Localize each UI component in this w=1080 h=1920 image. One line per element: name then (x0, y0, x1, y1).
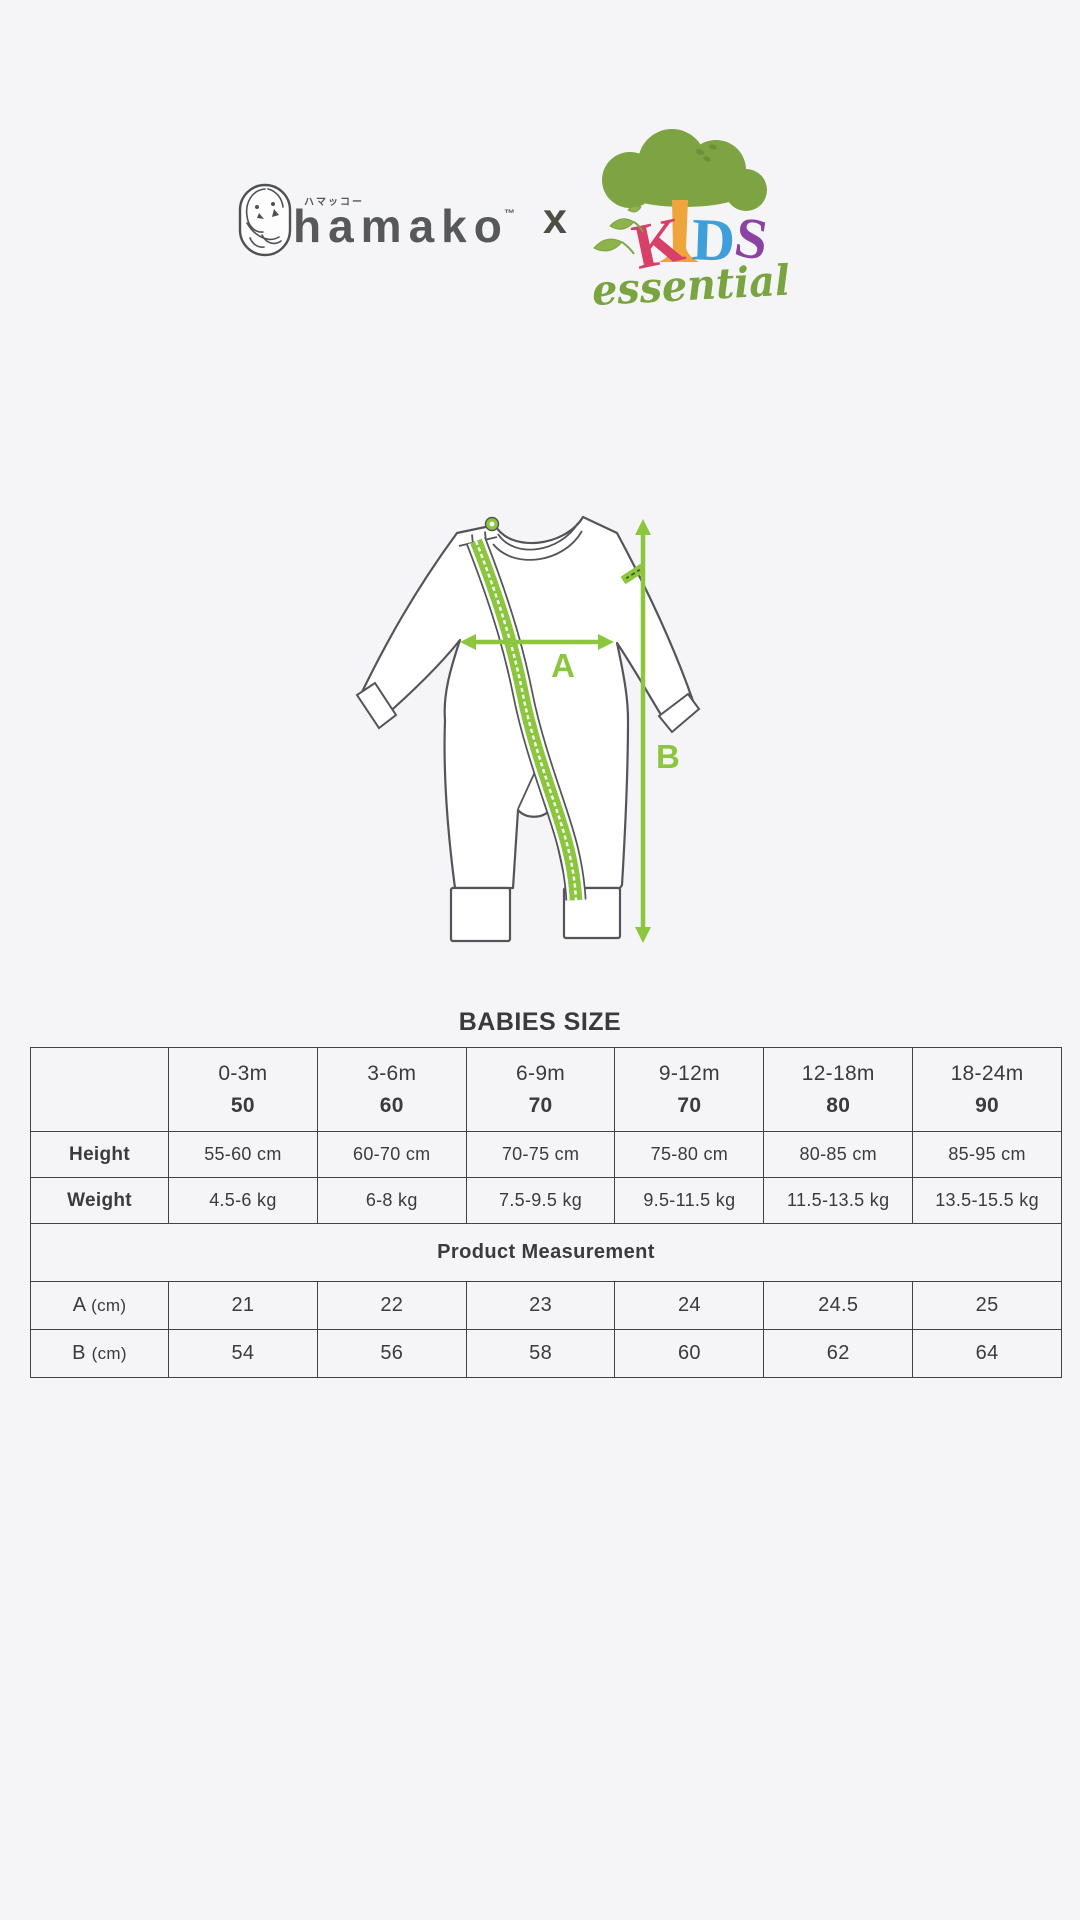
measurement-b-row: B (cm) 54 56 58 60 62 64 (30, 1329, 1062, 1378)
height-value: 80-85 cm (763, 1131, 914, 1178)
measurement-a-value: 25 (912, 1281, 1062, 1330)
measurement-a-value: 21 (168, 1281, 318, 1330)
measurement-a-row: A (cm) 21 22 23 24 24.5 25 (30, 1281, 1062, 1330)
left-leg-cuff (449, 886, 512, 943)
weight-row-label: Weight (30, 1177, 169, 1224)
product-measurement-row: Product Measurement (30, 1223, 1062, 1282)
hamako-trademark: ™ (504, 208, 515, 220)
measurement-b-value: 54 (168, 1329, 318, 1378)
measurement-b-value: 58 (465, 1329, 616, 1378)
height-value: 75-80 cm (614, 1131, 765, 1178)
measurement-b-value: 56 (316, 1329, 467, 1378)
empty-corner-cell (30, 1047, 169, 1132)
age-col-header: 3-6m 60 (316, 1047, 467, 1132)
measurement-b-value: 64 (912, 1329, 1062, 1378)
weight-value: 11.5-13.5 kg (763, 1177, 914, 1224)
age-col-header: 18-24m 90 (912, 1047, 1062, 1132)
width-arrow-a (460, 634, 614, 650)
hamako-katakana-label: ハマッコー (304, 197, 364, 208)
measurement-b-value: 60 (614, 1329, 765, 1378)
measurement-a-label: A (cm) (30, 1281, 169, 1330)
length-arrow-b (635, 519, 651, 943)
age-col-header: 0-3m 50 (168, 1047, 318, 1132)
hamako-bird-icon (238, 183, 292, 257)
leaf-icons (593, 205, 642, 252)
age-col-header: 12-18m 80 (763, 1047, 914, 1132)
height-row-label: Height (30, 1131, 169, 1178)
right-leg-cuff (562, 886, 622, 940)
height-value: 55-60 cm (168, 1131, 318, 1178)
tree-canopy-icon (602, 129, 767, 211)
height-value: 85-95 cm (912, 1131, 1062, 1178)
weight-value: 4.5-6 kg (168, 1177, 318, 1224)
height-value: 70-75 cm (465, 1131, 616, 1178)
canopy-dots (695, 144, 717, 162)
collar-rib-line (492, 530, 583, 561)
measurement-a-value: 22 (316, 1281, 467, 1330)
size-chart-table: 0-3m 50 3-6m 60 6-9m 70 9-12m 70 12-18m … (30, 1047, 1062, 1378)
weight-value: 13.5-15.5 kg (912, 1177, 1062, 1224)
measurement-a-value: 24.5 (763, 1281, 914, 1330)
kids-essential-word: essential (591, 256, 791, 315)
measurement-a-value: 24 (614, 1281, 765, 1330)
left-sleeve-cuff (355, 681, 398, 730)
measurement-b-value: 62 (763, 1329, 914, 1378)
height-row: Height 55-60 cm 60-70 cm 70-75 cm 75-80 … (30, 1131, 1062, 1178)
width-label-a: A (551, 647, 575, 684)
collar-rib-line (497, 522, 579, 551)
age-col-header: 9-12m 70 (614, 1047, 765, 1132)
tree-trunk-letter-i (659, 200, 699, 262)
weight-row: Weight 4.5-6 kg 6-8 kg 7.5-9.5 kg 9.5-11… (30, 1177, 1062, 1224)
product-measurement-title: Product Measurement (30, 1223, 1062, 1282)
age-header-row: 0-3m 50 3-6m 60 6-9m 70 9-12m 70 12-18m … (30, 1047, 1062, 1132)
romper-measurement-diagram: A B (355, 515, 701, 943)
measurement-a-value: 23 (465, 1281, 616, 1330)
collab-x-separator: x (543, 195, 567, 243)
age-col-header: 6-9m 70 (465, 1047, 616, 1132)
height-value: 60-70 cm (316, 1131, 467, 1178)
diagonal-zipper (466, 537, 587, 901)
brand-header: ハマッコー hamako ™ x K D S (0, 0, 1080, 330)
sleeve-tag (621, 564, 645, 584)
weight-value: 7.5-9.5 kg (465, 1177, 616, 1224)
measurement-b-label: B (cm) (30, 1329, 169, 1378)
kids-essential-logo: K D S essential (591, 129, 791, 315)
size-chart-title: BABIES SIZE (458, 1008, 622, 1036)
length-label-b: B (656, 738, 680, 775)
right-sleeve-cuff (657, 692, 701, 734)
hamako-wordmark: hamako (293, 200, 509, 252)
kids-letter-d: D (691, 206, 737, 273)
weight-value: 9.5-11.5 kg (614, 1177, 765, 1224)
weight-value: 6-8 kg (316, 1177, 467, 1224)
